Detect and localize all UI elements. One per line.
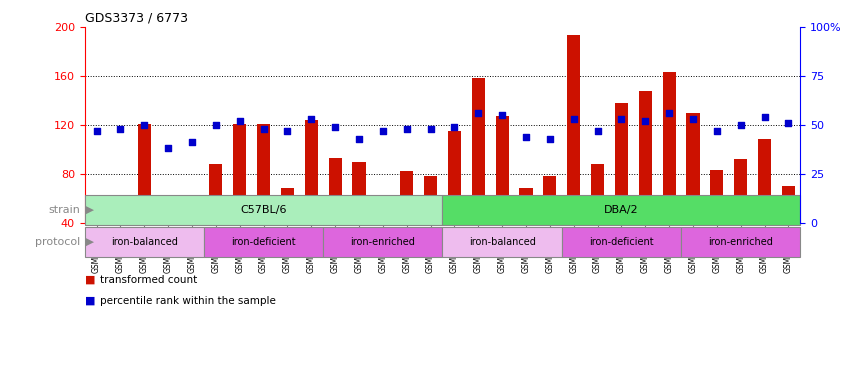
Bar	[85, 227, 204, 257]
Bar	[758, 139, 771, 223]
Text: C57BL/6: C57BL/6	[240, 205, 287, 215]
Bar	[567, 35, 580, 223]
Point	[639, 118, 652, 124]
Bar	[496, 116, 508, 223]
Text: iron-balanced: iron-balanced	[111, 237, 178, 247]
Bar	[442, 227, 562, 257]
Point	[352, 136, 365, 142]
Point	[233, 118, 246, 124]
Point	[328, 124, 342, 130]
Point	[376, 127, 389, 134]
Bar	[519, 189, 532, 223]
Text: ▶: ▶	[82, 237, 94, 247]
Point	[662, 110, 676, 116]
Point	[113, 126, 127, 132]
Point	[256, 126, 270, 132]
Text: protocol: protocol	[36, 237, 80, 247]
Bar	[400, 171, 413, 223]
Point	[686, 116, 700, 122]
Point	[185, 139, 199, 146]
Text: iron-balanced: iron-balanced	[469, 237, 536, 247]
Text: strain: strain	[48, 205, 80, 215]
Text: GDS3373 / 6773: GDS3373 / 6773	[85, 11, 188, 24]
Point	[400, 126, 414, 132]
Point	[90, 127, 103, 134]
Point	[162, 145, 175, 151]
Text: ▶: ▶	[82, 205, 94, 215]
Bar	[305, 120, 318, 223]
Text: ■: ■	[85, 275, 95, 285]
Point	[567, 116, 580, 122]
Point	[519, 134, 533, 140]
Text: iron-deficient: iron-deficient	[231, 237, 296, 247]
Point	[424, 126, 437, 132]
Bar	[323, 227, 442, 257]
Point	[614, 116, 628, 122]
Text: iron-deficient: iron-deficient	[589, 237, 654, 247]
Bar	[90, 213, 103, 223]
Bar	[424, 176, 437, 223]
Bar	[204, 227, 323, 257]
Bar	[353, 162, 365, 223]
Point	[448, 124, 461, 130]
Point	[710, 127, 723, 134]
Text: ■: ■	[85, 296, 95, 306]
Bar	[281, 189, 294, 223]
Bar	[114, 196, 127, 223]
Point	[281, 127, 294, 134]
Bar	[442, 195, 800, 225]
Point	[209, 122, 222, 128]
Bar	[162, 219, 174, 223]
Text: iron-enriched: iron-enriched	[350, 237, 415, 247]
Text: DBA/2: DBA/2	[604, 205, 639, 215]
Bar	[257, 124, 270, 223]
Bar	[85, 195, 442, 225]
Point	[733, 122, 747, 128]
Bar	[782, 186, 795, 223]
Text: percentile rank within the sample: percentile rank within the sample	[100, 296, 276, 306]
Bar	[328, 158, 342, 223]
Bar	[562, 227, 681, 257]
Bar	[448, 131, 461, 223]
Bar	[686, 113, 700, 223]
Bar	[639, 91, 651, 223]
Bar	[662, 72, 676, 223]
Bar	[209, 164, 222, 223]
Text: transformed count: transformed count	[100, 275, 197, 285]
Bar	[472, 78, 485, 223]
Bar	[185, 204, 199, 223]
Point	[305, 116, 318, 122]
Bar	[233, 124, 246, 223]
Bar	[615, 103, 628, 223]
Bar	[734, 159, 747, 223]
Point	[782, 120, 795, 126]
Text: iron-enriched: iron-enriched	[708, 237, 773, 247]
Point	[137, 122, 151, 128]
Point	[591, 127, 604, 134]
Bar	[543, 176, 557, 223]
Bar	[591, 164, 604, 223]
Point	[758, 114, 772, 120]
Bar	[138, 124, 151, 223]
Point	[471, 110, 485, 116]
Bar	[681, 227, 800, 257]
Bar	[711, 170, 723, 223]
Point	[495, 112, 508, 118]
Bar	[376, 201, 389, 223]
Point	[543, 136, 557, 142]
